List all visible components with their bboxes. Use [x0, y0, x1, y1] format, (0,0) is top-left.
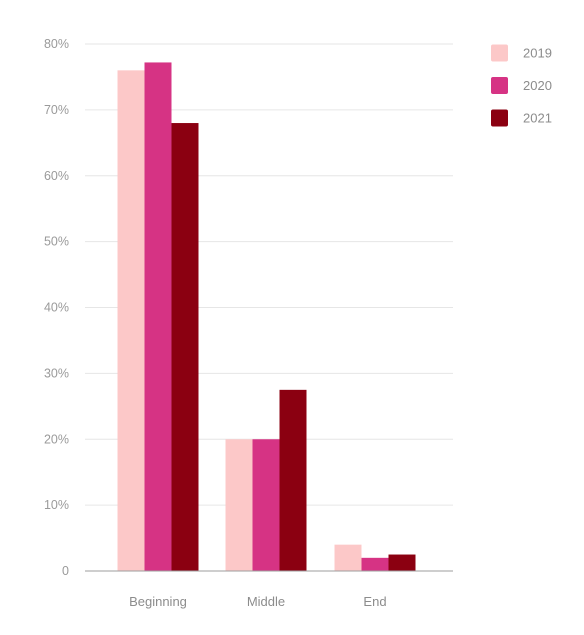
y-axis-tick-labels: 0 10% 20% 30% 40% 50% 60% 70% 80% [44, 37, 69, 578]
bar-middle-2021[interactable] [279, 389, 307, 571]
legend-label: 2021 [523, 111, 552, 126]
y-tick-label: 10% [44, 498, 69, 512]
bar-middle-2020[interactable] [252, 439, 280, 571]
legend-item-2021[interactable]: 2021 [491, 109, 552, 127]
legend-label: 2020 [523, 78, 552, 93]
x-axis-category-labels: Beginning Middle End [129, 594, 386, 609]
y-tick-label: 40% [44, 301, 69, 315]
y-tick-label: 80% [44, 37, 69, 51]
bar-beginning-2019[interactable] [117, 70, 145, 571]
legend-swatch [491, 77, 508, 94]
bar-middle-2019[interactable] [225, 439, 253, 571]
bar-end-2019[interactable] [334, 544, 362, 571]
bars [117, 62, 416, 572]
bar-beginning-2020[interactable] [144, 62, 172, 571]
bar-end-2021[interactable] [388, 554, 416, 571]
y-tick-label: 0 [62, 564, 69, 578]
y-tick-label: 70% [44, 103, 69, 117]
legend-swatch [491, 109, 508, 127]
x-category-label: End [363, 594, 386, 609]
legend[interactable]: 2019 2020 2021 [491, 44, 552, 127]
legend-item-2019[interactable]: 2019 [491, 44, 552, 62]
y-tick-label: 30% [44, 366, 69, 380]
y-tick-label: 60% [44, 169, 69, 183]
legend-swatch [491, 44, 508, 62]
y-tick-label: 50% [44, 235, 69, 249]
legend-item-2020[interactable]: 2020 [491, 77, 552, 94]
bar-end-2020[interactable] [361, 557, 389, 571]
x-category-label: Middle [247, 594, 285, 609]
y-tick-label: 20% [44, 432, 69, 446]
bar-beginning-2021[interactable] [171, 123, 199, 572]
x-category-label: Beginning [129, 594, 187, 609]
legend-label: 2019 [523, 46, 552, 61]
